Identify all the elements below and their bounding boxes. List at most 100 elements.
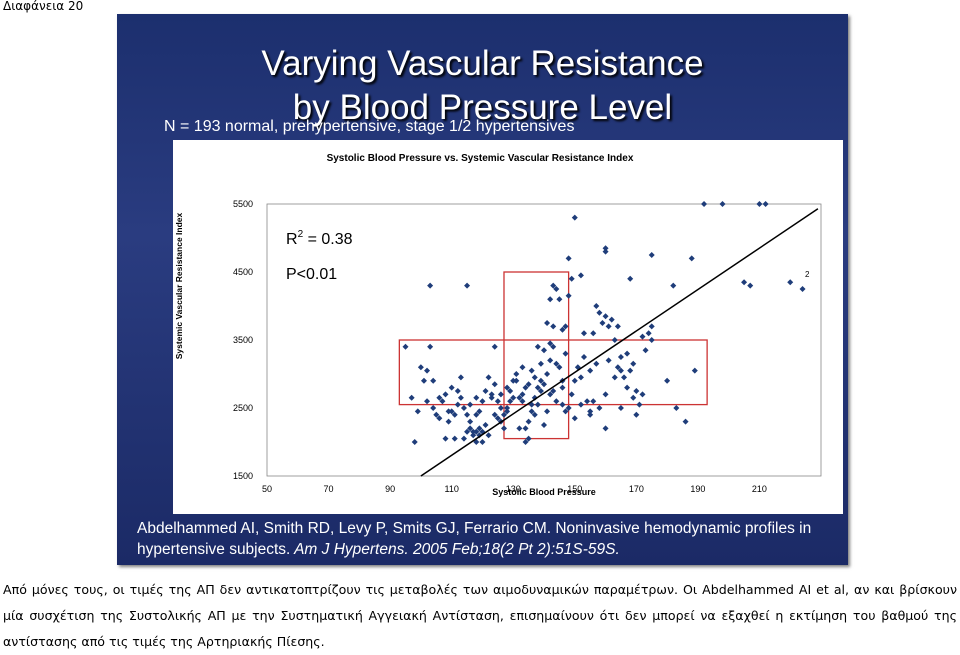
x-tick-label: 190 <box>690 484 705 494</box>
data-point <box>528 367 535 374</box>
data-point <box>559 326 566 333</box>
data-point <box>534 401 541 408</box>
data-point <box>608 316 615 323</box>
data-point <box>547 357 554 364</box>
data-point <box>525 435 532 442</box>
r-squared-value: = 0.38 <box>303 231 352 248</box>
data-point <box>630 394 637 401</box>
data-point <box>491 343 498 350</box>
data-point <box>507 388 514 394</box>
y-tick-label: 1500 <box>233 471 253 481</box>
r-squared-annotation: R2 = 0.38 <box>286 229 353 248</box>
slide-subtitle: N = 193 normal, prehypertensive, stage 1… <box>164 118 575 135</box>
data-point <box>565 292 572 299</box>
data-point <box>547 296 554 303</box>
data-point <box>494 398 501 405</box>
data-point <box>550 323 557 330</box>
scatter-chart: Systolic Blood Pressure vs. Systemic Vas… <box>173 140 843 514</box>
data-point <box>673 405 680 411</box>
data-point <box>624 384 631 391</box>
data-point <box>611 337 618 343</box>
x-tick-label: 90 <box>385 484 395 494</box>
data-point <box>639 391 646 398</box>
highlight-box <box>398 339 708 406</box>
data-point <box>491 381 498 388</box>
data-point <box>451 435 458 442</box>
data-point <box>436 394 443 401</box>
slide-panel: Varying Vascular Resistance by Blood Pre… <box>117 14 848 565</box>
data-point <box>516 425 523 432</box>
x-tick-label: 70 <box>324 484 334 494</box>
data-point <box>648 323 655 330</box>
data-point <box>460 435 467 442</box>
data-point <box>581 330 588 337</box>
data-point <box>547 391 554 398</box>
data-point <box>627 275 634 282</box>
data-point <box>559 401 566 408</box>
data-point <box>587 408 594 415</box>
data-point <box>500 425 507 432</box>
data-point <box>621 374 628 381</box>
data-points <box>402 201 806 445</box>
data-point <box>504 408 511 415</box>
data-point <box>571 214 578 221</box>
x-tick-label: 110 <box>444 484 458 494</box>
data-point <box>482 422 489 428</box>
data-point <box>513 371 520 377</box>
data-point <box>488 391 495 398</box>
data-point <box>504 384 511 391</box>
data-point <box>587 367 594 374</box>
data-point <box>531 394 538 401</box>
data-point <box>442 391 449 398</box>
data-point <box>464 411 471 418</box>
data-point <box>470 432 477 439</box>
data-point <box>544 320 551 326</box>
data-point <box>602 313 609 320</box>
data-point <box>467 418 474 425</box>
data-point <box>531 374 538 381</box>
data-point <box>427 282 434 289</box>
data-point <box>445 418 452 425</box>
r-squared-superscript: 2 <box>298 229 304 240</box>
data-point <box>424 367 431 374</box>
data-point <box>522 425 529 432</box>
data-point <box>590 330 597 337</box>
data-point <box>464 282 471 289</box>
x-axis-label: Systolic Blood Pressure <box>492 487 596 497</box>
data-point <box>593 303 600 309</box>
data-point <box>537 388 544 394</box>
data-point <box>614 364 621 371</box>
data-point <box>488 394 495 401</box>
data-point <box>571 415 578 422</box>
data-point <box>479 398 486 405</box>
slide-title: Varying Vascular Resistance by Blood Pre… <box>117 42 848 130</box>
data-point <box>599 320 606 326</box>
scatter-chart-svg: Systolic Blood Pressure vs. Systemic Vas… <box>174 153 822 497</box>
data-point <box>547 340 554 347</box>
chart-title: Systolic Blood Pressure vs. Systemic Vas… <box>327 153 634 164</box>
x-tick-label: 50 <box>262 484 272 494</box>
data-point <box>537 360 544 367</box>
data-point <box>522 384 529 391</box>
data-point <box>448 408 455 415</box>
data-point <box>464 428 471 435</box>
data-point <box>510 394 517 401</box>
data-point <box>500 411 507 418</box>
data-point <box>430 405 437 411</box>
data-point <box>627 367 634 374</box>
data-point <box>596 405 603 411</box>
data-point <box>467 425 474 432</box>
data-point <box>516 394 523 401</box>
data-point <box>571 377 578 384</box>
data-point <box>504 405 511 411</box>
data-point <box>596 309 603 316</box>
data-point <box>602 391 609 398</box>
data-point <box>633 411 640 418</box>
data-point <box>528 408 535 415</box>
y-tick-label: 5500 <box>233 199 253 209</box>
data-point <box>799 286 806 292</box>
citation-journal: Am J Hypertens. 2005 Feb;18(2 Pt 2):51S-… <box>290 541 620 558</box>
y-tick-label: 2500 <box>233 403 253 413</box>
data-point <box>541 347 547 354</box>
data-point <box>756 201 763 207</box>
